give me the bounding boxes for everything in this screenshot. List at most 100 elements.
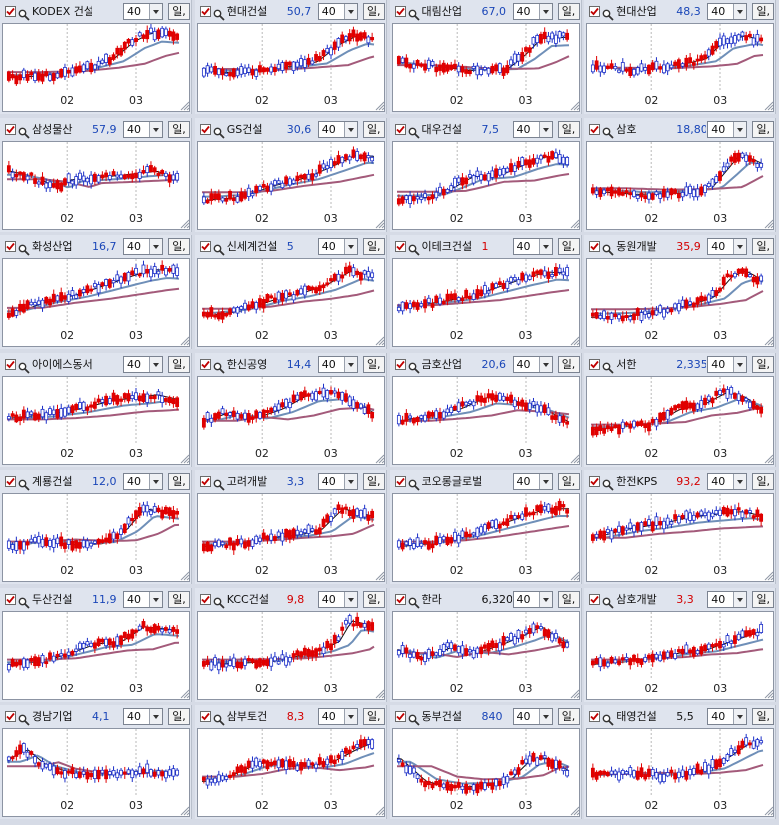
- resize-grip-icon[interactable]: [375, 689, 384, 698]
- chevron-down-icon[interactable]: [733, 474, 747, 489]
- unit-button[interactable]: 일,: [752, 3, 775, 20]
- unit-button[interactable]: 일,: [362, 355, 385, 373]
- period-select[interactable]: 40: [123, 238, 163, 255]
- unit-button[interactable]: 일,: [557, 473, 580, 490]
- price-chart[interactable]: 02 03: [586, 258, 775, 347]
- period-select[interactable]: 40: [317, 473, 358, 490]
- unit-button[interactable]: 일,: [168, 238, 190, 255]
- search-icon[interactable]: [18, 359, 30, 374]
- search-icon[interactable]: [213, 711, 225, 726]
- unit-button[interactable]: 일,: [362, 590, 385, 608]
- select-checkbox[interactable]: [199, 123, 211, 135]
- resize-grip-icon[interactable]: [570, 571, 579, 581]
- period-select[interactable]: 40: [123, 355, 163, 373]
- chevron-down-icon[interactable]: [149, 121, 162, 137]
- search-icon[interactable]: [408, 241, 420, 256]
- chevron-down-icon[interactable]: [538, 356, 552, 372]
- period-select[interactable]: 40: [123, 473, 163, 490]
- stock-name[interactable]: 한신공영: [226, 357, 268, 371]
- search-icon[interactable]: [408, 594, 420, 609]
- select-checkbox[interactable]: [394, 6, 406, 17]
- select-checkbox[interactable]: [5, 123, 16, 135]
- price-chart[interactable]: 02 03: [391, 375, 580, 465]
- search-icon[interactable]: [18, 241, 30, 256]
- stock-name[interactable]: 삼호: [616, 122, 637, 136]
- price-chart[interactable]: 02 03: [391, 23, 580, 112]
- resize-grip-icon[interactable]: [375, 571, 384, 581]
- chevron-down-icon[interactable]: [733, 121, 747, 137]
- chevron-down-icon[interactable]: [733, 239, 747, 254]
- unit-button[interactable]: 일,: [168, 708, 190, 725]
- stock-name[interactable]: 서한: [616, 357, 637, 371]
- chevron-down-icon[interactable]: [343, 474, 357, 489]
- period-select[interactable]: 40: [512, 590, 553, 608]
- stock-name[interactable]: 코오롱글로벌: [421, 475, 482, 488]
- stock-name[interactable]: 고려개발: [226, 475, 268, 488]
- resize-grip-icon[interactable]: [180, 689, 189, 698]
- select-checkbox[interactable]: [199, 593, 211, 605]
- price-chart[interactable]: 02 03: [196, 258, 385, 347]
- search-icon[interactable]: [602, 241, 614, 256]
- unit-button[interactable]: 일,: [362, 3, 385, 20]
- period-select[interactable]: 40: [512, 238, 553, 255]
- search-icon[interactable]: [408, 476, 420, 491]
- price-chart[interactable]: 02 03: [196, 610, 385, 700]
- chevron-down-icon[interactable]: [149, 4, 162, 19]
- resize-grip-icon[interactable]: [180, 101, 189, 111]
- period-select[interactable]: 40: [317, 3, 358, 20]
- unit-button[interactable]: 일,: [168, 3, 190, 20]
- resize-grip-icon[interactable]: [570, 101, 579, 111]
- price-chart[interactable]: 02 03: [196, 375, 385, 465]
- price-chart[interactable]: 02 03: [2, 258, 190, 347]
- search-icon[interactable]: [213, 476, 225, 491]
- resize-grip-icon[interactable]: [180, 454, 189, 463]
- stock-name[interactable]: 태영건설: [616, 710, 657, 723]
- stock-name[interactable]: 금호산업: [421, 357, 462, 371]
- period-select[interactable]: 40: [123, 3, 163, 20]
- price-chart[interactable]: 02 03: [586, 140, 775, 230]
- unit-button[interactable]: 일,: [557, 120, 580, 138]
- select-checkbox[interactable]: [394, 476, 406, 487]
- price-chart[interactable]: 02 03: [586, 375, 775, 465]
- period-select[interactable]: 40: [123, 120, 163, 138]
- search-icon[interactable]: [213, 594, 225, 609]
- stock-name[interactable]: 삼부토건: [226, 710, 268, 723]
- chevron-down-icon[interactable]: [149, 709, 162, 724]
- select-checkbox[interactable]: [5, 358, 16, 370]
- period-select[interactable]: 40: [707, 120, 748, 138]
- price-chart[interactable]: 02 03: [2, 375, 190, 465]
- stock-name[interactable]: 대우건설: [421, 122, 462, 136]
- chevron-down-icon[interactable]: [733, 591, 747, 607]
- select-checkbox[interactable]: [394, 358, 406, 370]
- resize-grip-icon[interactable]: [375, 454, 384, 463]
- stock-name[interactable]: KCC건설: [226, 592, 269, 606]
- chevron-down-icon[interactable]: [149, 239, 162, 254]
- price-chart[interactable]: 02 03: [391, 258, 580, 347]
- select-checkbox[interactable]: [589, 358, 601, 370]
- resize-grip-icon[interactable]: [764, 336, 774, 346]
- unit-button[interactable]: 일,: [557, 3, 580, 20]
- unit-button[interactable]: 일,: [752, 355, 775, 373]
- period-select[interactable]: 40: [317, 590, 358, 608]
- resize-grip-icon[interactable]: [375, 219, 384, 228]
- stock-name[interactable]: 대림산업: [421, 5, 462, 18]
- unit-button[interactable]: 일,: [557, 355, 580, 373]
- resize-grip-icon[interactable]: [570, 454, 579, 463]
- period-select[interactable]: 40: [512, 120, 553, 138]
- chevron-down-icon[interactable]: [343, 239, 357, 254]
- select-checkbox[interactable]: [589, 476, 601, 487]
- unit-button[interactable]: 일,: [752, 238, 775, 255]
- period-select[interactable]: 40: [512, 473, 553, 490]
- period-select[interactable]: 40: [317, 238, 358, 255]
- search-icon[interactable]: [602, 476, 614, 491]
- price-chart[interactable]: 02 03: [196, 140, 385, 230]
- select-checkbox[interactable]: [199, 241, 211, 252]
- price-chart[interactable]: 02 03: [2, 493, 190, 582]
- stock-name[interactable]: 동부건설: [421, 710, 462, 723]
- period-select[interactable]: 40: [317, 355, 358, 373]
- search-icon[interactable]: [18, 594, 30, 609]
- select-checkbox[interactable]: [589, 593, 601, 605]
- chevron-down-icon[interactable]: [343, 591, 357, 607]
- search-icon[interactable]: [602, 6, 614, 21]
- period-select[interactable]: 40: [512, 355, 553, 373]
